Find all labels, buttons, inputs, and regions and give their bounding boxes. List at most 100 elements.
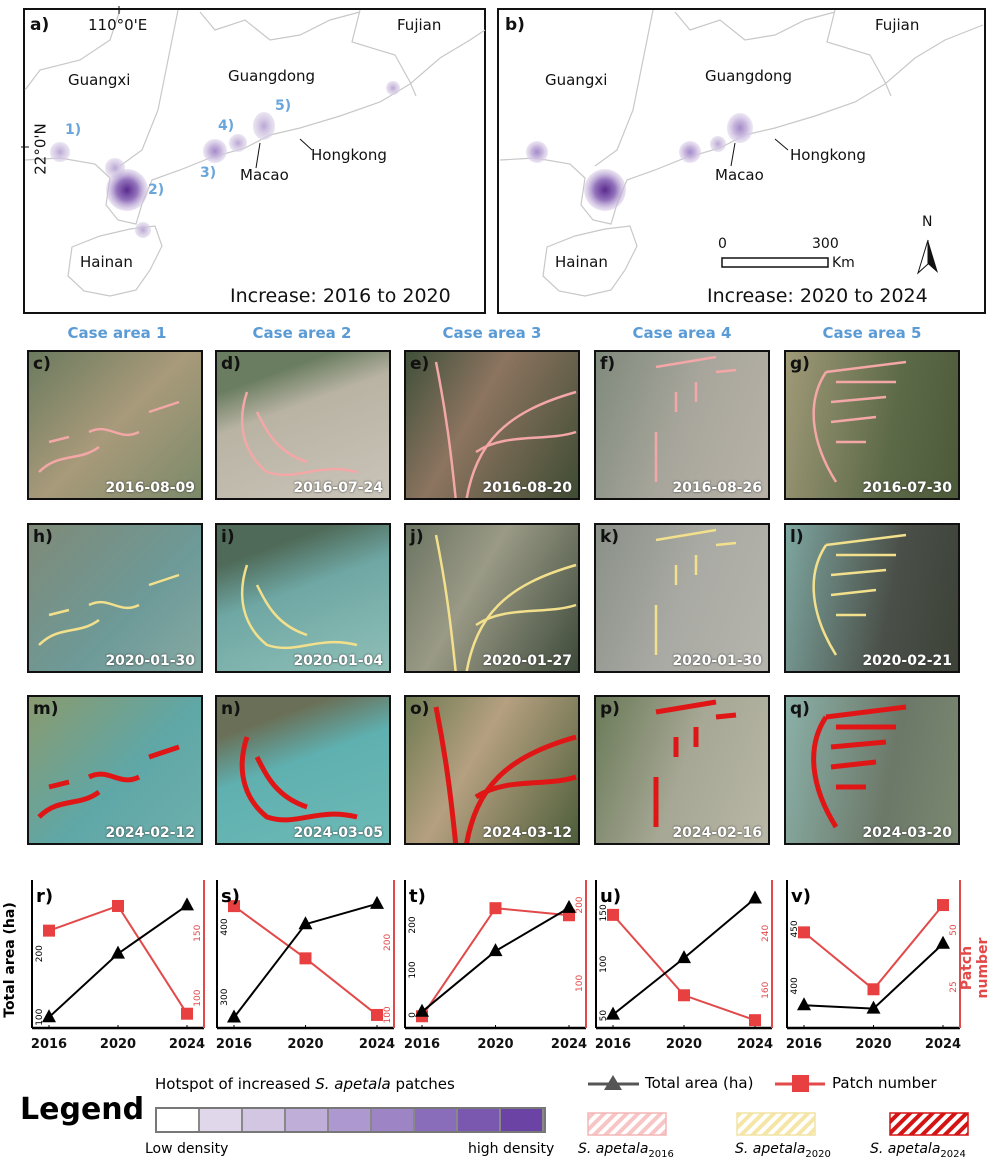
species-2020-label: S. apetala2020 xyxy=(735,1141,831,1160)
site-label: 2) xyxy=(148,182,165,198)
north-arrow-icon xyxy=(917,239,938,275)
patch-marker xyxy=(43,924,55,937)
patch-overlay xyxy=(812,533,907,656)
province-label: Hainan xyxy=(555,253,608,271)
map-svg xyxy=(21,6,984,297)
satellite-tile: p) 2024-02-16 xyxy=(594,695,770,845)
patch-outline xyxy=(37,744,180,819)
x-tick-label: 2024 xyxy=(925,1037,961,1052)
patch-marker xyxy=(798,926,810,939)
area-marker xyxy=(42,1009,56,1023)
ramp-cell xyxy=(458,1109,501,1131)
area-marker xyxy=(562,899,576,913)
total-area-symbol xyxy=(588,1075,639,1090)
area-tick-label: 400 xyxy=(220,918,230,935)
tile-label: k) xyxy=(600,527,620,547)
ramp-cell xyxy=(157,1109,200,1131)
area-line xyxy=(803,943,944,1010)
patch-tick-label: 240 xyxy=(761,925,771,942)
province-label: Guangdong xyxy=(228,67,316,85)
patch-outline xyxy=(433,706,577,843)
patch-marker xyxy=(867,983,880,996)
patch-marker xyxy=(489,902,502,915)
tile-date: 2024-03-12 xyxy=(482,825,572,841)
hotspot-text: patches xyxy=(390,1075,455,1093)
tile-date: 2016-08-09 xyxy=(105,480,195,496)
patch-marker xyxy=(678,989,690,1002)
patch-marker xyxy=(181,1007,193,1020)
patch-marker xyxy=(937,899,949,912)
area-marker xyxy=(180,897,194,911)
hatch-2020 xyxy=(736,1112,816,1136)
line-chart-v: 2016 2020 2024 400 450 25 50 v) xyxy=(786,880,961,1052)
satellite-tile: f) 2016-08-26 xyxy=(594,350,770,500)
species-name: S. apetala xyxy=(735,1141,806,1157)
scale-unit: Km xyxy=(832,255,855,271)
site-label: 5) xyxy=(275,98,292,114)
patch-outline xyxy=(654,528,737,655)
patch-line xyxy=(612,914,756,1022)
tile-date: 2024-02-12 xyxy=(105,825,195,841)
case-area-heading: Case area 3 xyxy=(442,324,542,342)
patch-overlay xyxy=(240,391,358,477)
patch-tick-label: 100 xyxy=(193,989,203,1006)
ramp-cell xyxy=(286,1109,329,1131)
satellite-tile: d) 2016-07-24 xyxy=(215,350,391,500)
province-label: Guangxi xyxy=(545,71,608,89)
tile-date: 2020-01-30 xyxy=(105,653,195,669)
satellite-tile: g) 2016-07-30 xyxy=(784,350,960,500)
ramp-cell xyxy=(329,1109,372,1131)
patch-marker xyxy=(749,1014,761,1027)
scale-zero: 0 xyxy=(718,236,727,252)
patch-outline xyxy=(811,704,907,829)
case-area-heading: Case area 4 xyxy=(632,324,732,342)
panel-label: a) xyxy=(30,15,50,35)
map-panel-b xyxy=(497,8,986,314)
city-label: Hongkong xyxy=(311,146,387,164)
city-label: Macao xyxy=(240,166,289,184)
chart-panel-label: u) xyxy=(600,886,621,907)
satellite-tile: e) 2016-08-20 xyxy=(404,350,580,500)
chart-panel-label: t) xyxy=(409,886,426,907)
species-name: S. apetala xyxy=(578,1141,649,1157)
tile-date: 2016-07-24 xyxy=(293,480,383,496)
province-label: Guangdong xyxy=(705,67,793,85)
hatch-2024 xyxy=(889,1112,969,1136)
site-label: 4) xyxy=(218,118,235,134)
site-label: 1) xyxy=(65,122,82,138)
area-tick-label: 150 xyxy=(599,904,609,921)
line-chart-s: 2016 2020 2024 300 400 100 200 s) xyxy=(216,880,395,1052)
chart-panel-label: s) xyxy=(221,886,240,907)
patch-tick-label: 200 xyxy=(575,896,585,913)
ramp-cell xyxy=(200,1109,243,1131)
x-tick-label: 2016 xyxy=(404,1037,440,1052)
patch-outline xyxy=(239,736,358,823)
x-tick-label: 2020 xyxy=(477,1037,513,1052)
patch-outline xyxy=(812,360,907,483)
ramp-cell xyxy=(501,1109,544,1131)
case-area-heading: Case area 2 xyxy=(252,324,352,342)
right-axis-title: Patch number xyxy=(959,937,988,999)
tile-label: p) xyxy=(600,699,620,719)
x-tick-label: 2020 xyxy=(100,1037,136,1052)
patch-tick-label: 160 xyxy=(761,981,771,998)
satellite-tile: k) 2020-01-30 xyxy=(594,523,770,673)
area-marker xyxy=(370,895,384,909)
x-tick-label: 2024 xyxy=(359,1037,395,1052)
low-density-label: Low density xyxy=(145,1141,229,1157)
chart-panel-label: v) xyxy=(791,886,811,907)
species-2024-label: S. apetala2024 xyxy=(870,1141,966,1160)
tile-date: 2020-01-04 xyxy=(293,653,383,669)
area-tick-label: 100 xyxy=(35,1008,45,1025)
patch-overlay xyxy=(653,699,737,827)
area-tick-label: 400 xyxy=(790,977,800,994)
high-density-label: high density xyxy=(468,1141,555,1157)
legend-title: Legend xyxy=(20,1092,145,1127)
province-label: Hainan xyxy=(80,253,133,271)
tile-date: 2020-02-21 xyxy=(862,653,952,669)
longitude-label: 110°0'E xyxy=(88,16,148,34)
chart-panel-label: r) xyxy=(36,886,53,907)
patch-marker xyxy=(299,952,312,965)
patch-overlay xyxy=(37,744,180,819)
patch-marker xyxy=(228,900,240,913)
